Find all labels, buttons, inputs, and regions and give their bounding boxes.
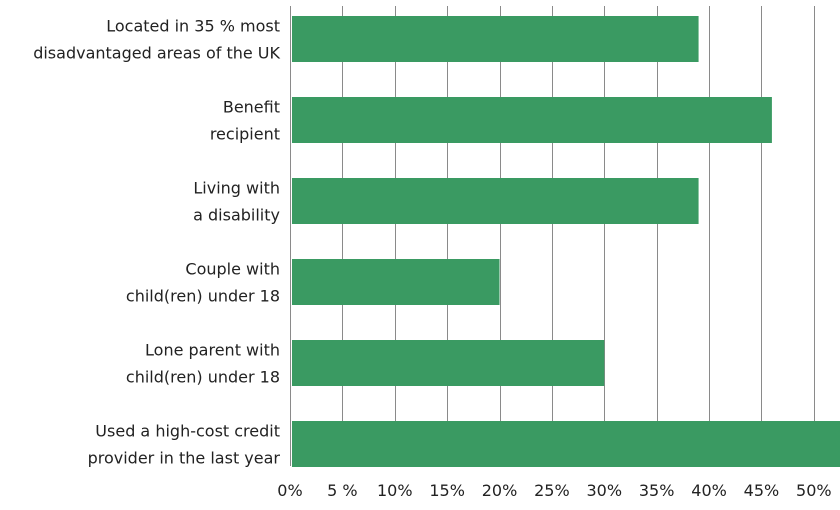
x-tick-label: 30% [587,481,623,500]
category-label: recipient [210,125,280,144]
bar [292,421,840,467]
category-label: Couple with [185,260,280,279]
category-label: a disability [193,206,280,225]
category-label: provider in the last year [88,449,281,468]
x-tick-label: 0% [277,481,302,500]
x-tick-label: 45% [744,481,780,500]
category-label: child(ren) under 18 [126,368,280,387]
category-label: disadvantaged areas of the UK [33,44,280,63]
x-tick-label: 20% [482,481,518,500]
category-label: Used a high-cost credit [95,422,280,441]
x-tick-label: 5 % [327,481,357,500]
x-tick-label: 50% [796,481,832,500]
bar [292,259,500,305]
x-tick-label: 25% [534,481,570,500]
bar [292,178,699,224]
bar-layer [292,16,840,467]
x-tick-label: 10% [377,481,413,500]
bar [292,16,699,62]
category-label: Lone parent with [145,341,280,360]
category-label-layer: Located in 35 % most disadvantaged areas … [33,17,280,468]
category-label: Benefit [223,98,280,117]
x-tick-label: 35% [639,481,675,500]
category-label: child(ren) under 18 [126,287,280,306]
grid-layer [290,6,815,466]
bar [292,340,605,386]
x-tick-label: 15% [429,481,465,500]
category-label: Living with [193,179,280,198]
x-tick-label: 40% [691,481,727,500]
bar [292,97,772,143]
tick-label-layer: 0% 5 % 10% 15% 20% 25% 30% 35% 40% 45% 50% [277,481,831,500]
category-label: Located in 35 % most [106,17,280,36]
